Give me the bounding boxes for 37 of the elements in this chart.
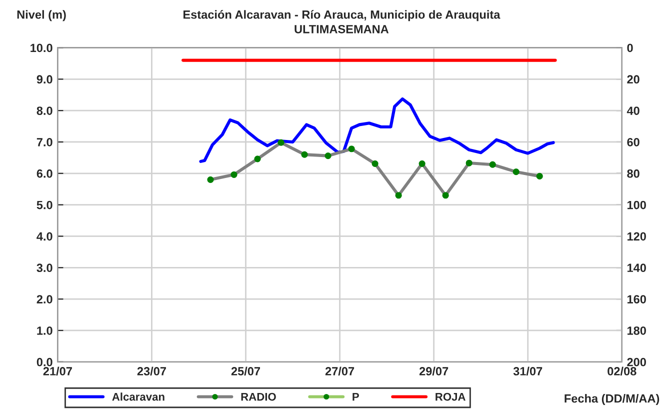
x-tick-label: 25/07 (231, 366, 260, 376)
y-tick-label: 0.0 (36, 358, 52, 366)
legend-label: RADIO (241, 392, 276, 401)
y2-tick-label: 40 (626, 106, 640, 115)
chart-subtitle: ULTIMASEMANA (294, 24, 389, 34)
x-tick-label: 02/08 (608, 366, 636, 376)
x-axis-title: Fecha (DD/M/AA) (564, 394, 660, 405)
legend-label: P (352, 392, 359, 401)
y-axis-title: Nivel (m) (17, 10, 66, 22)
y-tick-label: 4.0 (36, 232, 52, 241)
y-tick-label: 3.0 (36, 264, 52, 272)
y-tick-label: 9.0 (36, 75, 52, 84)
legend-label: Alcaravan (112, 392, 164, 401)
y-tick-label: 1.0 (37, 326, 52, 335)
y2-tick-label: 140 (628, 264, 646, 272)
y-tick-label: 7.0 (36, 138, 52, 146)
y2-tick-label: 0 (627, 44, 633, 52)
y-tick-label: 10.0 (30, 44, 52, 52)
y-tick-label: 8.0 (36, 106, 52, 115)
x-tick-label: 23/07 (137, 366, 166, 376)
y2-tick-label: 20 (627, 75, 640, 84)
y2-tick-label: 160 (628, 295, 646, 304)
y-tick-label: 5.0 (36, 200, 52, 210)
x-tick-label: 29/07 (419, 366, 448, 376)
x-tick-label: 21/07 (43, 366, 72, 376)
y2-tick-label: 120 (628, 232, 646, 241)
legend-label: ROJA (436, 392, 466, 401)
y-tick-label: 6.0 (36, 169, 52, 178)
x-tick-label: 27/07 (325, 366, 354, 376)
y-tick-label: 2.0 (36, 295, 52, 304)
y2-tick-label: 80 (627, 169, 640, 178)
chart-title: Estación Alcaravan - Río Arauca, Municipio de Arauquita (184, 10, 500, 22)
x-tick-label: 31/07 (513, 366, 542, 376)
y2-tick-label: 60 (627, 138, 640, 146)
y2-tick-label: 180 (628, 326, 646, 335)
y2-tick-label: 200 (627, 358, 646, 366)
y2-tick-label: 100 (628, 200, 646, 210)
